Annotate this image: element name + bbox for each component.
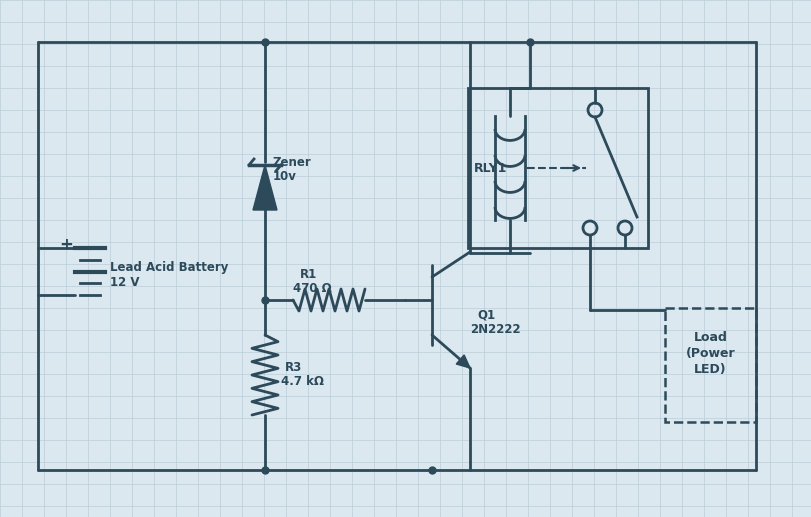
Text: Load: Load — [693, 331, 727, 344]
Text: 12 V: 12 V — [109, 277, 139, 290]
Text: R1: R1 — [299, 268, 317, 281]
Text: LED): LED) — [693, 363, 726, 376]
Polygon shape — [456, 355, 470, 368]
Text: 4.7 kΩ: 4.7 kΩ — [281, 375, 324, 388]
Polygon shape — [253, 165, 277, 210]
Text: (Power: (Power — [684, 347, 735, 360]
Text: 470 Ω: 470 Ω — [293, 281, 332, 295]
Text: 10v: 10v — [272, 170, 297, 183]
Text: Zener: Zener — [272, 156, 311, 169]
Text: Q1: Q1 — [476, 309, 495, 322]
Bar — [467, 88, 647, 248]
Bar — [664, 308, 755, 422]
Text: R3: R3 — [285, 361, 302, 374]
Text: +: + — [59, 236, 73, 254]
Text: Lead Acid Battery: Lead Acid Battery — [109, 262, 228, 275]
Text: 2N2222: 2N2222 — [470, 324, 520, 337]
Text: RLY1: RLY1 — [474, 161, 507, 175]
